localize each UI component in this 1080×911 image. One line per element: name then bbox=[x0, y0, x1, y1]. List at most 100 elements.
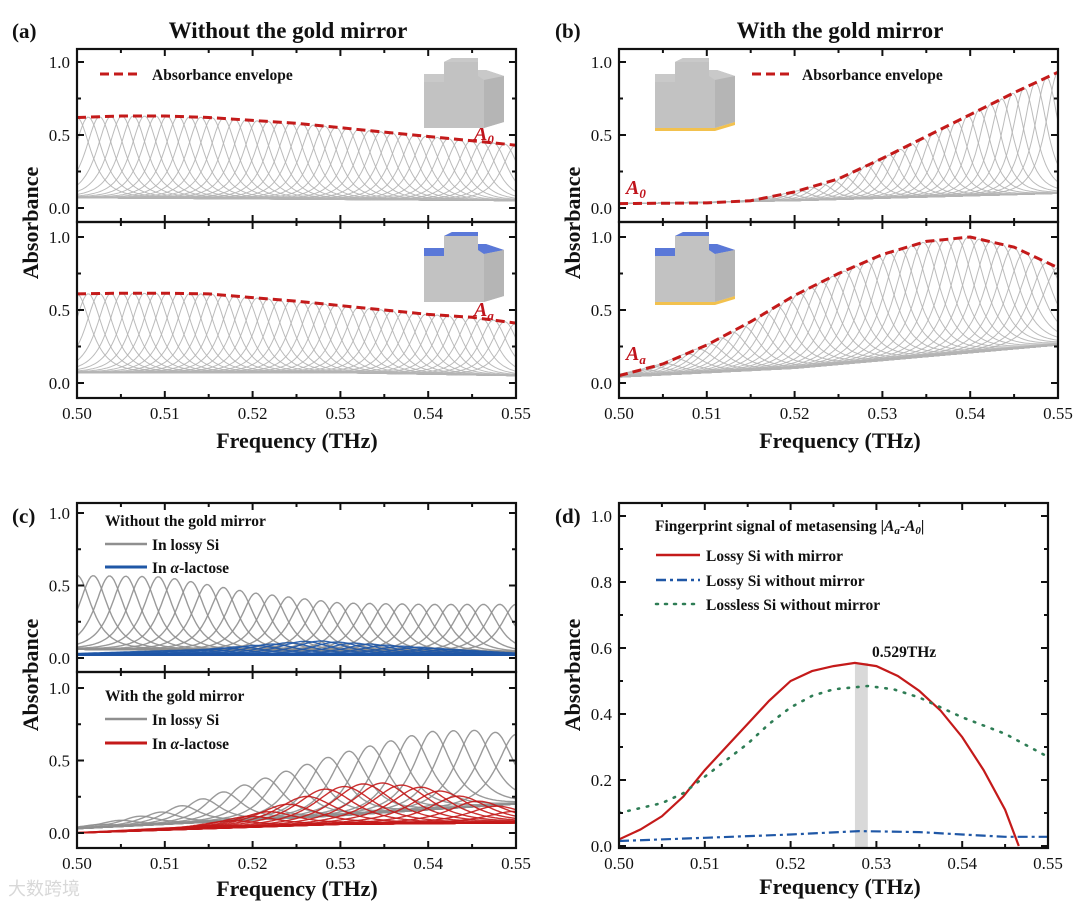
plot-area-c_bottom bbox=[77, 729, 516, 834]
resonance-curve bbox=[77, 577, 516, 653]
x-tick-label: 0.51 bbox=[150, 404, 180, 423]
resonance-curve bbox=[77, 810, 516, 834]
icon-layer bbox=[424, 58, 735, 305]
legend-lossy-si-bottom: In lossy Si bbox=[152, 712, 220, 729]
text: | bbox=[921, 518, 924, 535]
x-tick-label: 0.53 bbox=[326, 404, 356, 423]
resonance-curve bbox=[77, 293, 516, 377]
resonance-curve bbox=[77, 144, 516, 201]
plot-area-a_top bbox=[77, 114, 516, 202]
y-tick-label: 0.0 bbox=[591, 837, 612, 856]
y-tick-label: 0.0 bbox=[49, 649, 70, 668]
y-tick-label: 0.2 bbox=[591, 771, 612, 790]
x-axis-label-a: Frequency (THz) bbox=[216, 428, 378, 453]
x-tick-label: 0.53 bbox=[868, 404, 898, 423]
text: - bbox=[900, 518, 905, 535]
cell-top-center bbox=[444, 232, 478, 236]
tag-sub: 0 bbox=[639, 186, 646, 201]
x-tick-label: 0.52 bbox=[238, 404, 268, 423]
y-tick-label: 1.0 bbox=[49, 228, 70, 247]
cell-top-left bbox=[655, 248, 675, 256]
cell-top-center bbox=[675, 232, 709, 236]
resonance-curve bbox=[77, 292, 516, 377]
resonance-curve bbox=[77, 652, 516, 656]
plot-area-b_top bbox=[619, 70, 1058, 206]
cell-top-left bbox=[655, 74, 675, 82]
resonance-curve bbox=[77, 115, 516, 202]
legend-envelope-b: Absorbance envelope bbox=[802, 67, 943, 84]
x-tick-label: 0.54 bbox=[947, 854, 977, 873]
legend-title-d: Fingerprint signal of metasensing |Aa-A0… bbox=[655, 518, 924, 537]
unit-cell-icon bbox=[424, 58, 504, 128]
resonance-curve bbox=[77, 292, 516, 377]
x-tick-label: 0.55 bbox=[1033, 854, 1063, 873]
y-tick-label: 1.0 bbox=[591, 53, 612, 72]
x-tick-label: 0.55 bbox=[501, 854, 531, 873]
y-tick-label: 0.5 bbox=[591, 126, 612, 145]
absorbance-envelope bbox=[77, 291, 516, 325]
legend-series-1: Lossy Si without mirror bbox=[706, 573, 865, 590]
resonance-curve bbox=[77, 292, 516, 377]
x-tick-label: 0.52 bbox=[238, 854, 268, 873]
x-tick-label: 0.55 bbox=[1043, 404, 1073, 423]
resonance-curve bbox=[77, 292, 516, 377]
y-tick-label: 0.5 bbox=[49, 577, 70, 596]
resonance-curve bbox=[77, 115, 516, 202]
resonance-curve bbox=[77, 292, 516, 377]
resonance-curve bbox=[77, 293, 516, 377]
resonance-curve bbox=[77, 115, 516, 202]
cell-side bbox=[484, 250, 504, 302]
x-tick-label: 0.53 bbox=[326, 854, 356, 873]
y-tick-label: 0.6 bbox=[591, 639, 612, 658]
resonance-curve bbox=[77, 115, 516, 202]
cell-side bbox=[484, 76, 504, 128]
panel-b-label: (b) bbox=[555, 19, 581, 43]
resonance-curve bbox=[77, 293, 516, 377]
x-tick-label: 0.50 bbox=[604, 854, 634, 873]
y-tick-label: 0.5 bbox=[591, 301, 612, 320]
absorbance-envelope bbox=[77, 114, 516, 147]
tag-main: A bbox=[472, 299, 487, 321]
text: -lactose bbox=[179, 736, 229, 753]
y-tick-label: 0.5 bbox=[49, 301, 70, 320]
series-line bbox=[619, 829, 1048, 843]
watermark: 大数跨境 bbox=[8, 879, 80, 900]
text: 0 bbox=[915, 525, 921, 537]
resonance-curve bbox=[77, 293, 516, 377]
text: In bbox=[152, 736, 171, 753]
x-tick-label: 0.50 bbox=[604, 404, 634, 423]
legend-envelope-a: Absorbance envelope bbox=[152, 67, 293, 84]
y-tick-label: 1.0 bbox=[49, 53, 70, 72]
resonance-curve bbox=[77, 293, 516, 377]
heading-without-mirror-c: Without the gold mirror bbox=[105, 513, 266, 530]
resonance-curve bbox=[619, 312, 1058, 378]
resonance-curve bbox=[77, 292, 516, 377]
text: -lactose bbox=[179, 560, 229, 577]
text: Fingerprint signal of metasensing | bbox=[655, 518, 884, 535]
cell-top-center bbox=[675, 58, 709, 62]
x-tick-label: 0.54 bbox=[413, 404, 443, 423]
y-axis-label-c: Absorbance bbox=[18, 619, 43, 732]
resonance-curve bbox=[77, 322, 516, 375]
panel-d-label: (d) bbox=[555, 504, 581, 528]
tag-a0-a: A0 bbox=[472, 123, 494, 147]
y-axis-label-d: Absorbance bbox=[560, 619, 585, 732]
tag-sub: a bbox=[487, 308, 494, 323]
gold-mirror bbox=[655, 122, 735, 131]
resonance-curve bbox=[77, 116, 516, 202]
cell-top-right bbox=[709, 70, 735, 80]
resonance-curve bbox=[77, 115, 516, 202]
panel-a-title: Without the gold mirror bbox=[169, 18, 408, 43]
y-tick-label: 1.0 bbox=[591, 228, 612, 247]
x-tick-label: 0.50 bbox=[62, 404, 92, 423]
x-axis-label-d: Frequency (THz) bbox=[759, 874, 921, 899]
absorbance-envelope bbox=[619, 235, 1058, 378]
tag-main: A bbox=[624, 343, 639, 365]
cell-top-left bbox=[424, 74, 444, 82]
x-tick-label: 0.54 bbox=[955, 404, 985, 423]
y-tick-label: 1.0 bbox=[49, 679, 70, 698]
x-tick-label: 0.51 bbox=[150, 854, 180, 873]
y-tick-label: 1.0 bbox=[49, 504, 70, 523]
resonance-curve bbox=[77, 292, 516, 377]
